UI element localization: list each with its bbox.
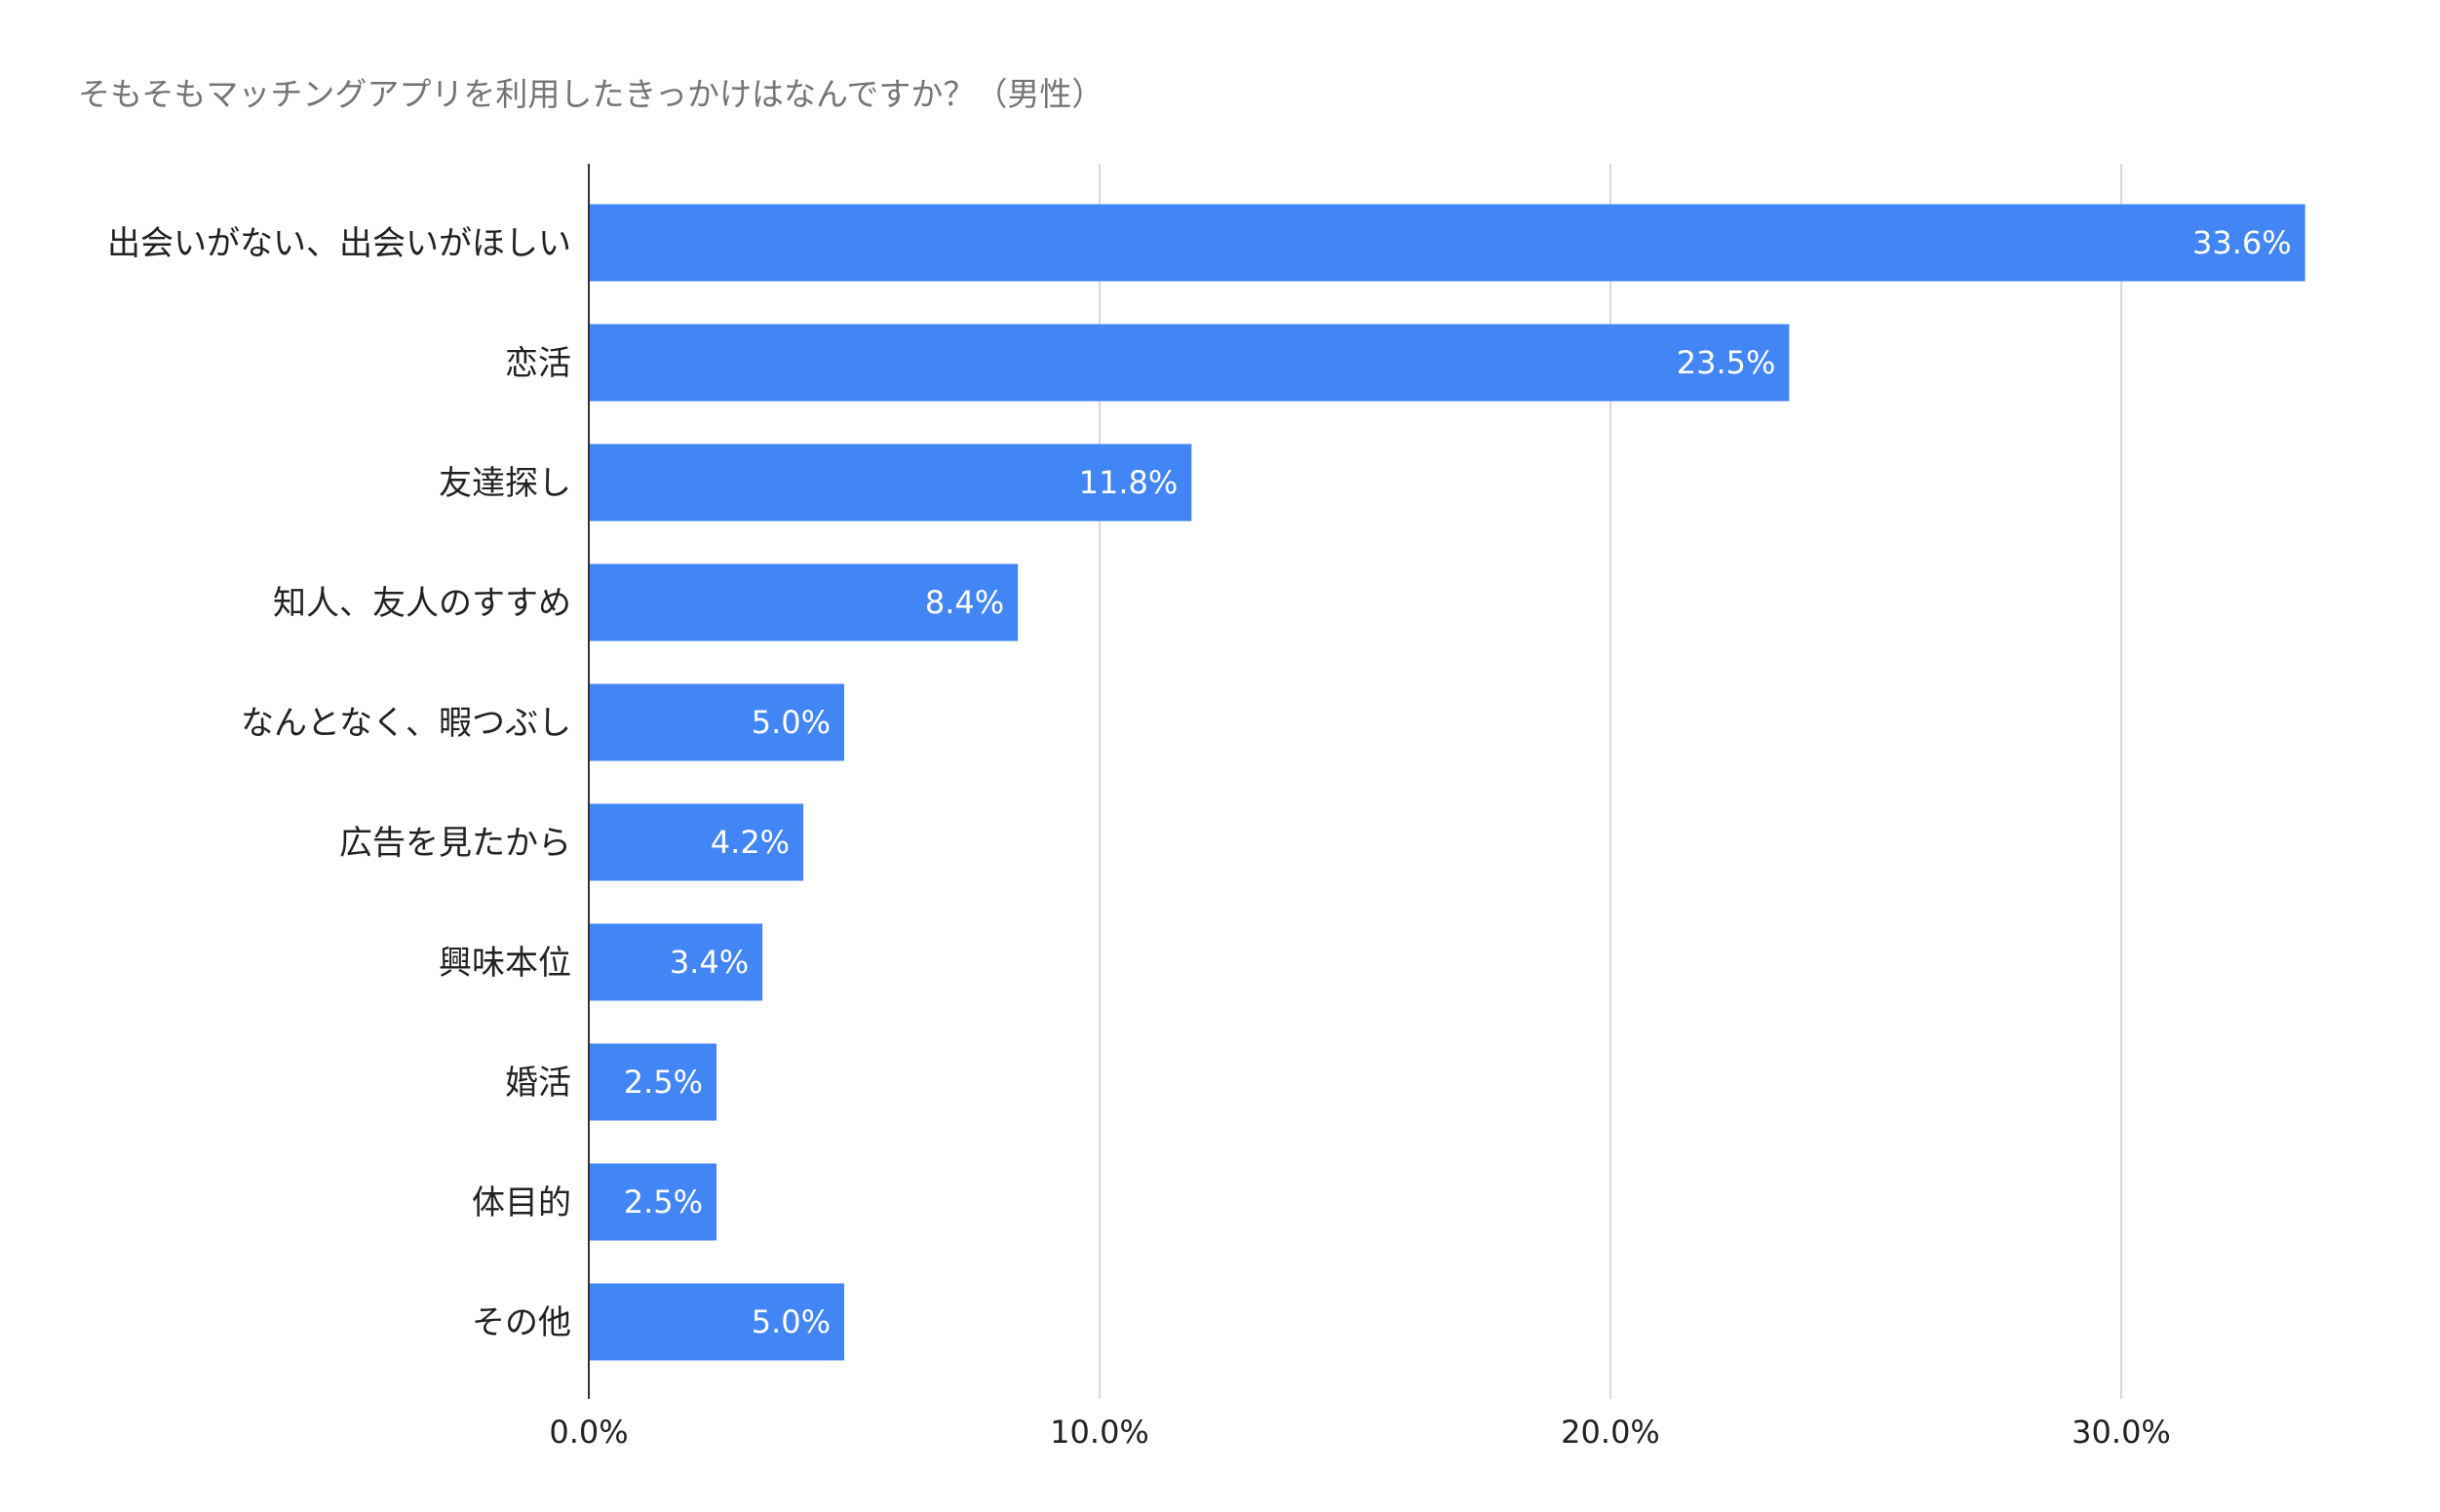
- category-label-5: 広告を見たから: [339, 824, 571, 863]
- data-label-5: 4.2%: [711, 824, 790, 861]
- bar-6: [589, 923, 763, 1001]
- bar-5: [589, 803, 804, 881]
- data-label-8: 2.5%: [624, 1183, 703, 1221]
- category-label-6: 興味本位: [439, 944, 571, 983]
- category-label-4: なんとなく、暇つぶし: [241, 704, 571, 743]
- data-label-9: 5.0%: [752, 1303, 831, 1340]
- category-label-8: 体目的: [472, 1183, 571, 1222]
- data-label-1: 23.5%: [1677, 344, 1776, 381]
- x-tick-label-0: 0.0%: [549, 1414, 628, 1451]
- category-label-1: 恋活: [505, 344, 571, 383]
- bar-2: [589, 444, 1192, 522]
- category-label-3: 知人、友人のすすめ: [273, 584, 571, 623]
- x-tick-label-2: 20.0%: [1561, 1414, 1660, 1451]
- category-label-7: 婚活: [505, 1064, 571, 1103]
- data-label-3: 8.4%: [925, 584, 1004, 621]
- category-label-2: 友達探し: [439, 464, 571, 503]
- bar-3: [589, 563, 1019, 641]
- bar-1: [589, 324, 1790, 402]
- bar-9: [589, 1283, 844, 1361]
- chart-title: そもそもマッチングアプリを利用したきっかけはなんですか？（男性）: [78, 75, 1104, 113]
- bar-8: [589, 1163, 717, 1241]
- data-label-7: 2.5%: [624, 1064, 703, 1101]
- x-tick-label-1: 10.0%: [1050, 1414, 1149, 1451]
- data-label-2: 11.8%: [1079, 464, 1179, 501]
- data-label-0: 33.6%: [2192, 224, 2292, 261]
- x-tick-label-3: 30.0%: [2072, 1414, 2171, 1451]
- category-label-9: その他: [472, 1303, 571, 1342]
- data-label-6: 3.4%: [670, 944, 749, 981]
- bar-7: [589, 1043, 717, 1121]
- bar-4: [589, 683, 844, 761]
- bar-0: [589, 204, 2305, 282]
- data-label-4: 5.0%: [752, 704, 831, 741]
- category-label-0: 出会いがない、出会いがほしい: [107, 224, 571, 263]
